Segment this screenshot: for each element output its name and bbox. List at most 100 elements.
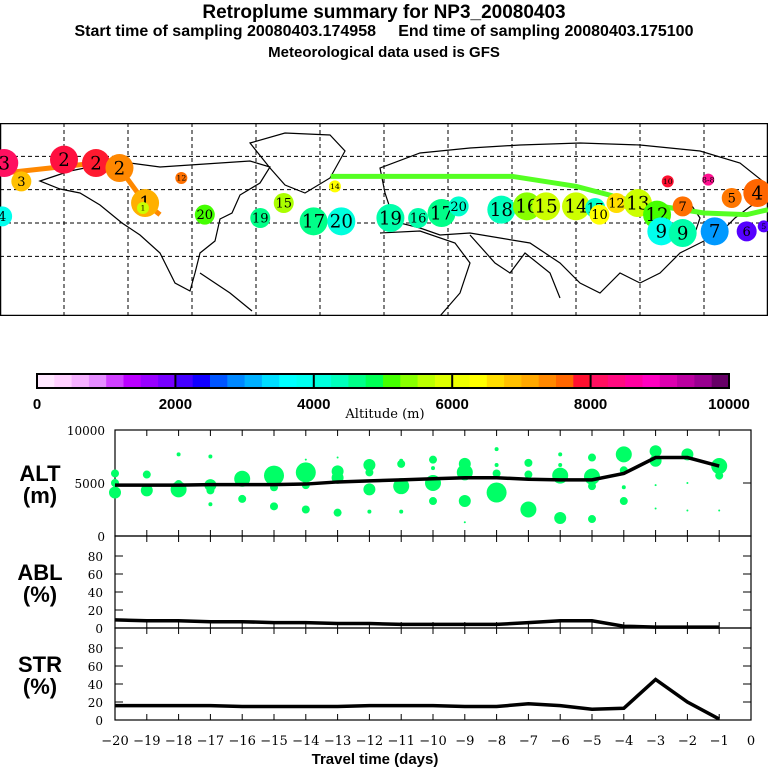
cluster-circle xyxy=(661,175,674,188)
colorbar-cell xyxy=(227,374,246,388)
colorbar-cell xyxy=(607,374,626,388)
cluster-day-label: 19 xyxy=(252,212,269,227)
cluster-point xyxy=(393,478,410,495)
x-tick-label: −19 xyxy=(133,734,160,749)
cluster-point xyxy=(558,462,563,467)
cluster-day-label: 9 xyxy=(656,222,668,243)
cluster-circle xyxy=(328,180,341,193)
cluster-day-label: 1 xyxy=(140,204,145,213)
cluster-day-label: 20 xyxy=(197,208,214,223)
cluster-circle xyxy=(327,207,356,236)
cluster-point xyxy=(208,454,213,459)
colorbar-cell xyxy=(192,374,211,388)
cluster-point xyxy=(295,462,316,483)
cluster-circle xyxy=(487,195,516,224)
cluster-point xyxy=(492,469,501,478)
cluster-point xyxy=(554,511,567,524)
colorbar-cell xyxy=(556,374,574,388)
x-tick-label: −7 xyxy=(519,734,538,749)
x-tick-label: −8 xyxy=(487,734,506,749)
x-tick-label: −2 xyxy=(678,734,697,749)
y-tick-label: 0 xyxy=(97,530,105,544)
colorbar-cell xyxy=(486,374,505,388)
colorbar-tick-label: 0 xyxy=(33,396,41,413)
cluster-day-label: 6 xyxy=(743,225,751,240)
cluster-point xyxy=(615,446,632,463)
colorbar-cell xyxy=(261,374,280,388)
colorbar-tick-label: 6000 xyxy=(436,396,469,413)
colorbar-cell xyxy=(54,374,73,388)
cluster-point xyxy=(494,462,499,467)
colorbar-cell xyxy=(400,374,419,388)
y-tick-label: 60 xyxy=(88,660,103,674)
cluster-point xyxy=(264,465,284,486)
x-axis-label: Travel time (days) xyxy=(312,751,439,768)
cluster-circle xyxy=(736,221,757,242)
cluster-point xyxy=(486,482,507,503)
altitude-colorbar: 0 2000 4000 6000 8000 10000 Altitude (m) xyxy=(33,373,750,420)
colorbar-tick-label: 4000 xyxy=(297,396,330,413)
colorbar-cell xyxy=(88,374,107,388)
cluster-point xyxy=(397,459,406,468)
cluster-point xyxy=(654,484,657,487)
cluster-circle xyxy=(299,207,328,236)
colorbar-cell xyxy=(140,374,159,388)
cluster-day-label: 14 xyxy=(564,197,587,218)
cluster-point xyxy=(333,508,342,517)
cluster-circle xyxy=(0,206,13,227)
cluster-circle xyxy=(448,196,469,217)
y-tick-label: 60 xyxy=(88,568,103,582)
cluster-point xyxy=(234,470,251,487)
y-tick-label: 20 xyxy=(88,696,103,710)
summary-panels: 1000050000ALT(m)806040200ABL(%)806040200… xyxy=(17,424,755,768)
cluster-circle xyxy=(408,208,429,229)
cluster-circle xyxy=(721,188,742,209)
cluster-day-label: 13 xyxy=(626,193,649,214)
cluster-circle xyxy=(136,202,149,215)
series-line xyxy=(115,677,721,721)
colorbar-cell xyxy=(417,374,436,388)
x-tick-label: −16 xyxy=(228,734,255,749)
cluster-point xyxy=(686,482,689,484)
cluster-point xyxy=(458,495,471,508)
cluster-day-label: 18 xyxy=(490,200,513,221)
colorbar-cell xyxy=(434,374,453,388)
colorbar-cell xyxy=(711,374,730,388)
cluster-circle xyxy=(512,192,541,221)
cluster-point xyxy=(558,452,563,457)
cluster-circle xyxy=(427,199,456,228)
panel-frame xyxy=(114,535,752,629)
cluster-day-label: 15 xyxy=(275,197,292,212)
cluster-day-label: 12 xyxy=(176,174,186,183)
cluster-day-label: 10 xyxy=(591,208,608,223)
cluster-point xyxy=(654,507,657,510)
cluster-day-label: 2 xyxy=(90,153,102,174)
cluster-circle xyxy=(702,173,715,186)
colorbar-cell xyxy=(348,374,367,388)
panel-unit: (%) xyxy=(23,582,57,607)
cluster-point xyxy=(524,458,533,467)
x-tick-label: −1 xyxy=(710,734,729,749)
panel-label: ABL xyxy=(17,560,62,585)
cluster-markers: 2223311412201915141720191617201816151417… xyxy=(0,145,768,248)
cluster-circle xyxy=(0,149,19,177)
trajectory-segment xyxy=(330,173,768,218)
cluster-point xyxy=(429,455,437,464)
colorbar-cell xyxy=(677,374,695,388)
cluster-point xyxy=(176,452,181,457)
cluster-circle xyxy=(376,204,405,233)
x-tick-label: −14 xyxy=(292,734,319,749)
y-tick-label: 40 xyxy=(88,586,103,600)
cluster-day-label: 20 xyxy=(450,200,467,215)
y-tick-label: 0 xyxy=(95,714,103,728)
x-tick-label: 0 xyxy=(747,734,755,749)
cluster-circle xyxy=(562,192,590,221)
colorbar-cell xyxy=(296,374,315,388)
colorbar-cell xyxy=(331,374,349,388)
cluster-day-label: 2 xyxy=(114,158,126,179)
cluster-circle xyxy=(194,204,215,225)
cluster-circle xyxy=(11,171,32,192)
series-line xyxy=(114,618,720,629)
cluster-point xyxy=(429,497,437,506)
x-tick-label: −5 xyxy=(582,734,601,749)
